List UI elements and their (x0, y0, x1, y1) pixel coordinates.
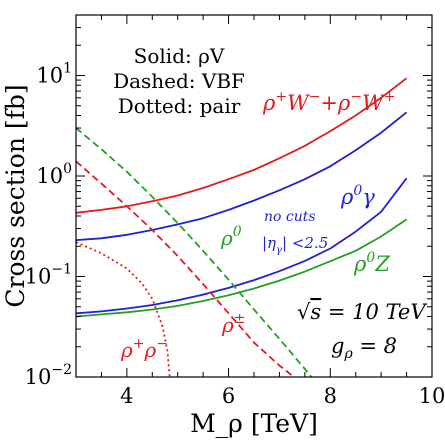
annotation-rhoZ: ρ0Z (353, 250, 390, 276)
y-tick-label: 10−2 (25, 362, 72, 389)
x-tick-label: 4 (120, 384, 133, 408)
series-line-rhoGamma (76, 111, 408, 241)
tick-layer (75, 14, 433, 378)
y-tick-label: 10−1 (25, 262, 72, 289)
legend-line: Dashed: VBF (113, 69, 245, 93)
annotation-rho0: ρ0 (220, 224, 242, 250)
legend-line: Dotted: pair (118, 94, 241, 118)
x-tick-label: 8 (324, 384, 337, 408)
annotation-rhoGamma: ρ0γ (340, 183, 375, 209)
annotation-rhoWW: ρ+W−+ρ−W+ (262, 89, 395, 115)
annotation-rhoPair: ρ+ρ− (120, 336, 168, 362)
x-tick-label: 10 (419, 384, 445, 408)
series-line-rhoWW (76, 77, 408, 214)
annotation-nocuts: no cuts (264, 209, 316, 225)
y-tick-label: 101 (36, 61, 72, 88)
x-axis-label: M_ρ [TeV] (190, 409, 318, 438)
annotation-etacut: |ηγ| <2.5 (262, 234, 328, 256)
annotation-rhoPm: ρ± (221, 311, 246, 337)
series-line-rhoPmVBF (76, 160, 296, 377)
y-axis-label: Cross section [fb] (1, 84, 30, 307)
series-line-rho0VBF (76, 127, 313, 377)
tick-label-layer: 4 6 8 10 10−2 10−1 100 101 (25, 61, 445, 408)
series-line-rhoGammaCut (76, 177, 408, 315)
curves-layer (76, 77, 408, 377)
series-line-rhoZ (76, 218, 408, 318)
y-tick-label: 100 (36, 161, 72, 188)
x-tick-label: 6 (222, 384, 235, 408)
annotation-sqrts: √s = 10 TeV (297, 300, 427, 324)
annotation-layer: ρ+W−+ρ−W+ ρ0γ ρ0Z ρ0 ρ± ρ+ρ− no cuts |ηγ| <2.5 √… (120, 89, 427, 362)
legend-line: Solid: ρV (134, 44, 225, 68)
annotation-grho: gρ = 8 (331, 334, 397, 362)
